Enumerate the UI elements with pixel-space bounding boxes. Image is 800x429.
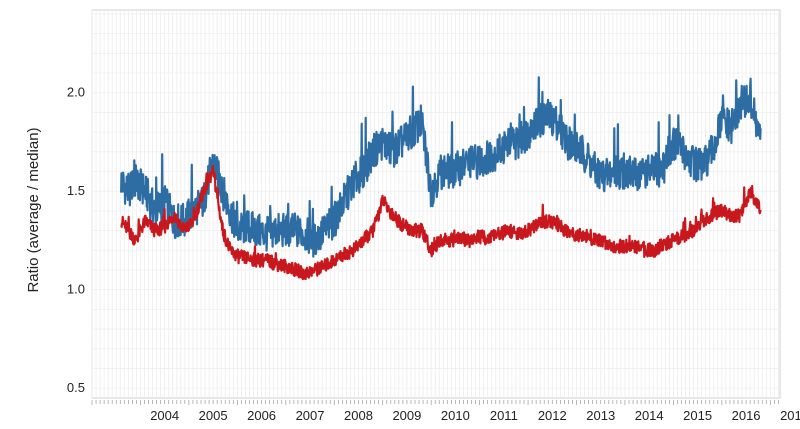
x-tick-label: 2016 <box>732 408 761 423</box>
x-tick-label: 2011 <box>490 408 518 423</box>
axes: 0.5 1.0 1.5 2.0 2004 2005 2006 2007 2008 2009 2010… <box>67 85 800 423</box>
y-tick-label: 2.0 <box>67 85 85 100</box>
x-tick-label: 2015 <box>683 408 712 423</box>
x-tick-label: 2013 <box>586 408 615 423</box>
y-tick-label: 1.0 <box>67 282 85 297</box>
series-line-1 <box>120 76 762 258</box>
x-tick-label: 2010 <box>441 408 470 423</box>
x-tick-label: 2007 <box>296 408 325 423</box>
x-tick-label: 2014 <box>635 408 664 423</box>
series-line-2 <box>120 164 762 281</box>
x-tick-label: 2009 <box>392 408 421 423</box>
x-tick-label: 2008 <box>344 408 373 423</box>
x-tick-label: 2006 <box>247 408 276 423</box>
y-tick-label: 0.5 <box>67 380 85 395</box>
x-tick-label: 2017 <box>780 408 800 423</box>
x-tick-label: 2004 <box>150 408 179 423</box>
y-tick-label: 1.5 <box>67 183 85 198</box>
x-tick-label: 2012 <box>538 408 567 423</box>
y-axis-title: Ratio (average / median) <box>25 127 42 292</box>
series-group <box>120 76 762 281</box>
x-tick-label: 2005 <box>199 408 228 423</box>
